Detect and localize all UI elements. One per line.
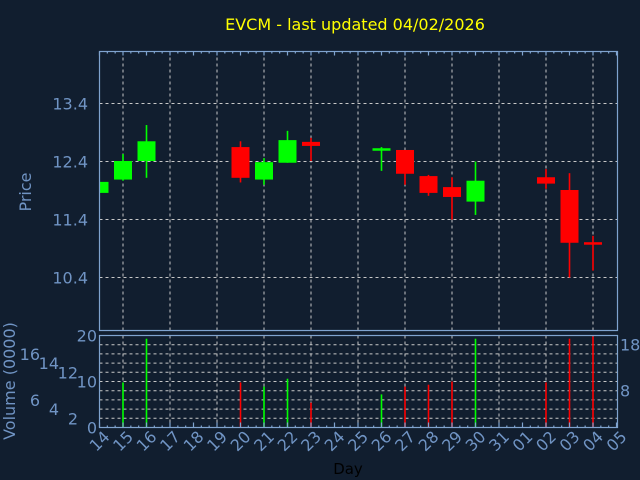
price-axis-labels: 13.4 12.4 11.4 10.4 — [52, 95, 88, 288]
volume-tick-label: 2 — [68, 409, 78, 428]
volume-tick-label: 12 — [58, 363, 78, 382]
volume-bars — [122, 336, 594, 428]
candle-body — [584, 242, 602, 245]
axis-ticks — [98, 51, 618, 428]
volume-tick-label: 6 — [30, 391, 40, 410]
day-axis-labels: 1415161718192021222324252627282930310102… — [86, 427, 631, 455]
price-tick-label: 13.4 — [52, 95, 88, 114]
volume-tick-label: 4 — [49, 400, 59, 419]
candle-body — [560, 190, 579, 243]
volume-grid — [99, 335, 618, 428]
price-tick-label: 11.4 — [52, 211, 88, 230]
candle-body — [419, 176, 438, 193]
chart-title: EVCM - last updated 04/02/2026 — [225, 15, 485, 34]
candle-body — [100, 181, 109, 193]
price-tick-label: 10.4 — [52, 269, 88, 288]
price-tick-label: 12.4 — [52, 153, 88, 172]
volume-tick-label: 8 — [620, 382, 630, 401]
candle-body — [278, 140, 297, 163]
candle-body — [443, 187, 461, 197]
volume-axis-title: Volume (0000) — [0, 322, 19, 440]
candle-body — [255, 162, 273, 180]
volume-tick-label: 18 — [620, 336, 640, 355]
candle-body — [114, 161, 132, 180]
volume-tick-label: 16 — [20, 345, 40, 364]
volume-tick-label: 14 — [39, 354, 59, 373]
candle-body — [231, 147, 250, 178]
candle-body — [302, 141, 320, 146]
candles — [100, 125, 602, 278]
volume-tick-label: 0 — [87, 419, 97, 438]
volume-tick-label: 20 — [77, 327, 97, 346]
day-axis-title: Day — [333, 460, 363, 478]
candle-body — [396, 149, 414, 174]
candle-body — [537, 177, 555, 184]
candle-body — [372, 148, 391, 151]
price-axis-title: Price — [16, 172, 35, 211]
candle-body — [466, 180, 485, 202]
candle-body — [137, 141, 156, 161]
volume-tick-label: 10 — [77, 373, 97, 392]
